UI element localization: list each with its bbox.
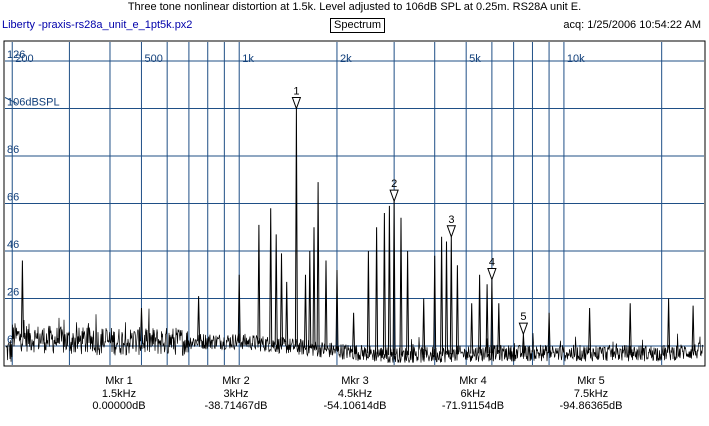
marker-triangle-icon: [389, 189, 399, 203]
plot-markers[interactable]: 1 2 3 4 5: [291, 86, 529, 336]
spectral-peak: [406, 250, 410, 356]
x-tick-label: 1k: [242, 53, 254, 65]
spectral-peak: [455, 265, 459, 354]
spectral-peak: [324, 260, 328, 350]
y-tick-label: 66: [7, 192, 19, 204]
y-tick-label: 106dBSPL: [7, 97, 60, 109]
spectral-peak: [588, 307, 592, 354]
y-tick-label: 46: [7, 239, 19, 251]
spectral-peak: [387, 205, 391, 356]
window-title: Three tone nonlinear distortion at 1.5k.…: [127, 1, 582, 13]
plot-marker[interactable]: 2: [389, 178, 399, 203]
spectral-peak: [470, 303, 474, 354]
y-tick-label: 86: [7, 144, 19, 156]
marker-name: Mkr 4: [459, 375, 487, 387]
marker-readout-panel: Mkr 1 1.5kHz 0.00000dB Mkr 2 3kHz -38.71…: [0, 375, 709, 425]
spectrum-plot[interactable]: 200 500 1k 2k 5k 10k 126 106dBSPL 86 66 46 26 6 1 2 3…: [0, 36, 709, 371]
marker-triangle-icon: [291, 97, 302, 110]
spectral-peak: [691, 305, 695, 352]
y-tick-label: 26: [7, 287, 19, 299]
spectral-peak: [478, 274, 482, 354]
x-tick-labels: 200 500 1k 2k 5k 10k: [15, 53, 585, 65]
plot-marker[interactable]: 3: [446, 214, 457, 239]
x-tick-label: 200: [15, 53, 33, 65]
plot-marker[interactable]: 5: [518, 311, 529, 336]
spectral-peak: [440, 236, 444, 355]
spectral-peak: [335, 269, 339, 351]
marker-triangle-icon: [518, 322, 529, 336]
spectral-peak: [628, 303, 632, 354]
marker-frequency: 6kHz: [460, 387, 486, 400]
marker-number: 2: [391, 178, 397, 190]
marker-triangle-icon: [487, 268, 497, 281]
marker-readout-4: Mkr 4 6kHz -71.91154dB: [418, 375, 528, 413]
marker-number: 5: [520, 311, 526, 323]
marker-readout-3: Mkr 3 4.5kHz -54.10614dB: [300, 375, 410, 413]
reference-level-indicator: [4, 97, 18, 104]
spectral-peak: [304, 274, 307, 348]
acquisition-timestamp: acq: 1/25/2006 10:54:22 AM: [563, 19, 701, 31]
marker-frequency: 7.5kHz: [573, 387, 609, 400]
marker-name: Mkr 1: [105, 375, 133, 387]
marker-level: -94.86365dB: [559, 400, 623, 412]
plot-marker[interactable]: 1: [291, 86, 302, 110]
spectral-peak: [269, 208, 273, 345]
spectral-peak: [375, 227, 379, 355]
spectral-peak: [257, 224, 261, 344]
x-tick-label: 10k: [567, 53, 585, 65]
y-tick-labels: 126 106dBSPL 86 66 46 26 6: [7, 49, 60, 346]
spectral-peak: [422, 298, 426, 355]
marker-level: -71.91154dB: [441, 400, 505, 412]
app-name: Liberty -praxis-: [2, 19, 75, 31]
spectral-peak: [285, 281, 289, 346]
marker-frequency: 3kHz: [223, 387, 249, 400]
marker-name: Mkr 2: [222, 375, 250, 387]
spectral-peak: [20, 260, 24, 338]
spectral-peak: [399, 217, 403, 356]
spectral-peak: [667, 298, 671, 353]
marker-frequency: 4.5kHz: [337, 387, 373, 400]
spectral-peak: [366, 250, 370, 354]
marker-triangle-icon: [446, 225, 457, 239]
spectral-peak: [485, 284, 489, 354]
spectral-peak: [382, 212, 386, 355]
spectral-peak: [445, 241, 448, 355]
spectral-peak: [547, 312, 551, 354]
file-name: rs28a_unit_e_1pt5k.px2: [75, 19, 193, 31]
spectral-peak: [237, 274, 241, 342]
spectral-peak: [280, 253, 283, 346]
spectral-peak: [352, 312, 356, 353]
marker-number: 4: [489, 257, 495, 269]
spectrum-trace: [5, 108, 704, 364]
marker-number: 1: [293, 86, 299, 98]
x-tick-label: 2k: [340, 53, 352, 65]
marker-readout-2: Mkr 2 3kHz -38.71467dB: [181, 375, 291, 413]
spectral-peak: [308, 250, 312, 349]
marker-name: Mkr 3: [341, 375, 369, 387]
spectral-peak: [312, 227, 316, 349]
marker-level: -54.10614dB: [323, 400, 387, 412]
spectral-peak: [316, 182, 320, 349]
spectral-peak: [433, 255, 437, 355]
y-tick-label: 6: [7, 334, 13, 346]
marker-readout-1: Mkr 1 1.5kHz 0.00000dB: [64, 375, 174, 413]
marker-readout-5: Mkr 5 7.5kHz -94.86365dB: [536, 375, 646, 413]
x-tick-label: 5k: [469, 53, 481, 65]
plot-grid: [4, 42, 704, 365]
spectral-peak: [197, 296, 201, 342]
spectrum-view-button[interactable]: Spectrum: [330, 18, 386, 33]
spectral-peak: [497, 303, 501, 354]
marker-frequency: 1.5kHz: [101, 387, 137, 400]
x-tick-label: 500: [144, 53, 162, 65]
spectral-peak: [140, 307, 143, 342]
y-tick-label: 126: [7, 49, 25, 61]
marker-level: 0.00000dB: [92, 400, 146, 412]
plot-marker[interactable]: 4: [487, 257, 497, 281]
spectral-peak: [274, 234, 278, 345]
marker-number: 3: [448, 214, 454, 226]
marker-name: Mkr 5: [577, 375, 605, 387]
marker-level: -38.71467dB: [204, 400, 268, 412]
